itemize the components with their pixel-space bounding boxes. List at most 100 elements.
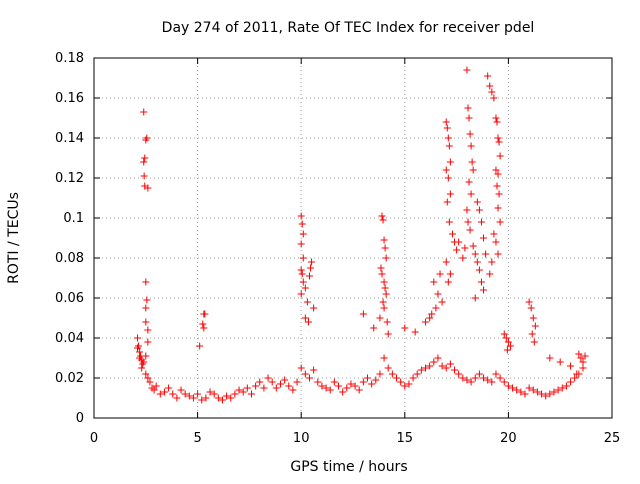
data-point (446, 270, 454, 278)
data-point (442, 364, 450, 372)
data-point (492, 238, 500, 246)
data-point (444, 174, 452, 182)
data-point (401, 324, 409, 332)
data-point (310, 304, 318, 312)
y-tick-label: 0.16 (55, 91, 84, 106)
data-point (438, 298, 446, 306)
y-tick-label: 0.04 (55, 331, 84, 346)
data-point (443, 124, 451, 132)
data-point (528, 330, 536, 338)
x-tick-label: 5 (193, 431, 201, 446)
data-point (141, 182, 149, 190)
data-point (165, 384, 173, 392)
data-point (372, 376, 380, 384)
data-point (293, 378, 301, 386)
data-point (298, 270, 306, 278)
data-point (466, 226, 474, 234)
data-point (142, 278, 150, 286)
data-point (301, 314, 309, 322)
data-point (484, 72, 492, 80)
data-point (397, 378, 405, 386)
data-point (138, 356, 146, 364)
data-point (471, 294, 479, 302)
data-point (504, 382, 512, 390)
data-point (202, 394, 210, 402)
y-axis-label: ROTI / TECUs (6, 192, 22, 284)
data-point (434, 354, 442, 362)
data-point (381, 244, 389, 252)
data-point (326, 386, 334, 394)
data-point (169, 390, 177, 398)
data-point (422, 364, 430, 372)
data-point (493, 118, 501, 126)
x-tick-label: 15 (397, 431, 414, 446)
data-point (214, 394, 222, 402)
data-point (494, 250, 502, 258)
data-point (575, 350, 583, 358)
data-point (297, 290, 305, 298)
data-point (299, 278, 307, 286)
data-point (473, 258, 481, 266)
data-point (504, 338, 512, 346)
data-point (521, 390, 529, 398)
data-point (455, 238, 463, 246)
data-point (223, 392, 231, 400)
data-point (467, 142, 475, 150)
data-point (492, 370, 500, 378)
data-point (143, 134, 151, 142)
data-point (347, 380, 355, 388)
grid (94, 58, 612, 418)
data-point (308, 258, 316, 266)
plot-frame (93, 57, 613, 419)
data-point (459, 254, 467, 262)
data-point (579, 364, 587, 372)
data-point (495, 138, 503, 146)
data-point (136, 348, 144, 356)
data-point (567, 378, 575, 386)
data-point (388, 370, 396, 378)
chart-title: Day 274 of 2011, Rate Of TEC Index for r… (162, 20, 535, 36)
data-point (494, 204, 502, 212)
data-point (150, 386, 158, 394)
data-point (411, 328, 419, 336)
data-point (382, 254, 390, 262)
data-point (529, 386, 537, 394)
data-point (546, 354, 554, 362)
data-point (556, 358, 564, 366)
data-point (417, 366, 425, 374)
y-tick-label: 0.1 (63, 211, 84, 226)
data-point (438, 362, 446, 370)
data-point (142, 304, 150, 312)
data-point (486, 82, 494, 90)
data-point (496, 374, 504, 382)
data-point (370, 324, 378, 332)
data-point (558, 384, 566, 392)
data-point (467, 190, 475, 198)
data-point (181, 390, 189, 398)
x-axis-label: GPS time / hours (290, 459, 407, 475)
data-point (379, 298, 387, 306)
data-point (465, 178, 473, 186)
data-point (490, 94, 498, 102)
x-tick-label: 0 (90, 431, 98, 446)
data-point (177, 386, 185, 394)
data-point (464, 218, 472, 226)
y-tick-label: 0.08 (55, 251, 84, 266)
data-point (531, 322, 539, 330)
data-point (318, 382, 326, 390)
data-point (142, 318, 150, 326)
data-point (480, 234, 488, 242)
data-point (351, 382, 359, 390)
data-point (577, 354, 585, 362)
data-point (494, 134, 502, 142)
data-point (422, 318, 430, 326)
data-point (359, 310, 367, 318)
data-point (297, 266, 305, 274)
x-tick-label: 10 (293, 431, 310, 446)
data-point (264, 374, 272, 382)
data-point (525, 384, 533, 392)
data-point (138, 364, 146, 372)
data-point (475, 206, 483, 214)
data-point (384, 364, 392, 372)
data-point (198, 396, 206, 404)
